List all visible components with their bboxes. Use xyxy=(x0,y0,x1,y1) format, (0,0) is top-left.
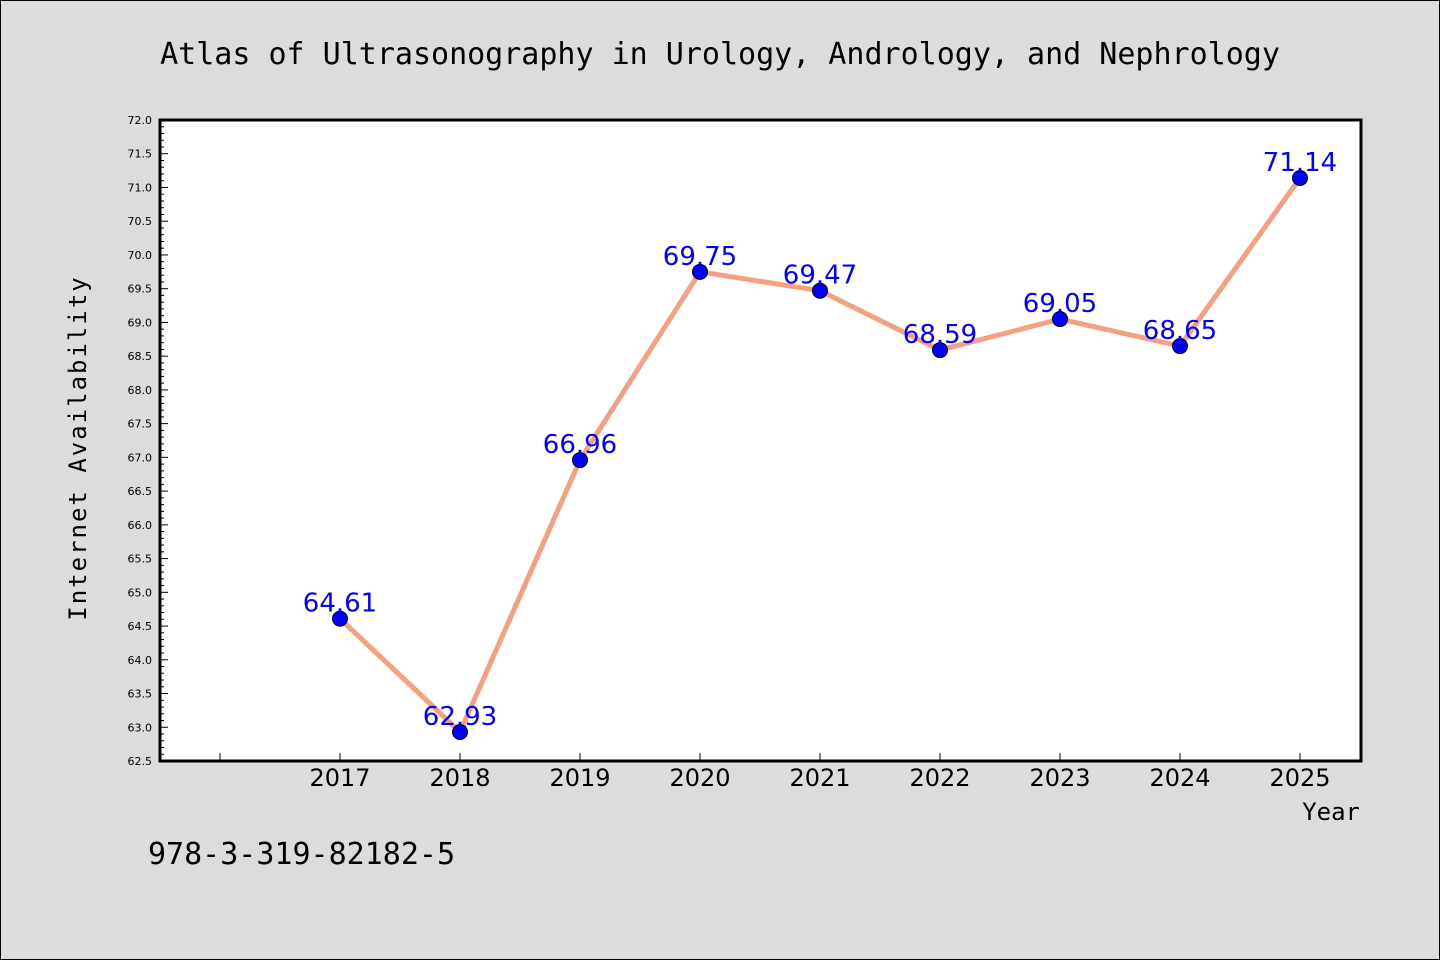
data-point xyxy=(572,452,588,469)
data-label: 68.65 xyxy=(1143,316,1217,346)
y-tick-label: 69.0 xyxy=(128,316,153,329)
y-tick-label: 63.5 xyxy=(128,688,153,701)
data-label: 62.93 xyxy=(423,702,497,732)
data-label: 71.14 xyxy=(1263,148,1337,178)
data-label: 69.05 xyxy=(1023,289,1097,319)
y-tick-label: 67.0 xyxy=(128,451,153,464)
y-tick-label: 71.0 xyxy=(128,181,153,194)
data-label: 69.47 xyxy=(783,261,857,291)
data-labels: 64.61 62.93 66.96 69.75 69.47 68.59 69.05 68.65… xyxy=(303,148,1337,732)
data-point xyxy=(332,610,348,627)
x-tick-label: 2018 xyxy=(429,764,490,792)
data-point xyxy=(1292,170,1308,187)
y-tick-label: 68.0 xyxy=(128,384,153,397)
plot-area xyxy=(158,118,1363,763)
y-tick-label: 71.5 xyxy=(128,148,153,161)
x-tick-label: 2023 xyxy=(1029,764,1090,792)
x-tick-label: 2025 xyxy=(1269,764,1330,792)
chart-title: Atlas of Ultrasonography in Urology, And… xyxy=(160,37,1280,72)
data-label: 69.75 xyxy=(663,242,737,272)
x-axis: 2017 2018 2019 2020 2021 2022 2023 2024 2025 xyxy=(219,753,1331,792)
data-point xyxy=(1172,338,1188,355)
data-point xyxy=(692,263,708,280)
data-point xyxy=(932,342,948,359)
data-label: 64.61 xyxy=(303,589,377,619)
data-label: 66.96 xyxy=(543,430,617,460)
y-tick-label: 65.5 xyxy=(128,553,153,566)
y-tick-label: 62.5 xyxy=(128,755,153,768)
y-tick-label: 69.5 xyxy=(128,283,153,296)
data-point xyxy=(1052,311,1068,328)
y-axis: 62.5 63.0 63.5 64.0 64.5 65.0 65.5 66.0 66.5 67.0… xyxy=(128,114,168,768)
x-tick-label: 2021 xyxy=(789,764,850,792)
isbn-text: 978-3-319-82182-5 xyxy=(148,837,455,872)
data-label: 68.59 xyxy=(903,320,977,350)
y-tick-label: 66.5 xyxy=(128,485,153,498)
x-tick-label: 2017 xyxy=(309,764,370,792)
y-tick-label: 70.5 xyxy=(128,215,153,228)
y-tick-label: 63.0 xyxy=(128,721,153,734)
y-tick-label: 70.0 xyxy=(128,249,153,262)
y-tick-label: 64.0 xyxy=(128,654,153,667)
y-tick-label: 67.5 xyxy=(128,418,153,431)
y-tick-label: 66.0 xyxy=(128,519,153,532)
y-tick-label: 64.5 xyxy=(128,620,153,633)
y-tick-label: 68.5 xyxy=(128,350,153,363)
series-layer xyxy=(332,170,1308,740)
y-tick-label: 65.0 xyxy=(128,586,153,599)
data-point xyxy=(812,282,828,299)
x-tick-label: 2022 xyxy=(909,764,970,792)
y-tick-label: 72.0 xyxy=(128,114,153,127)
x-tick-label: 2019 xyxy=(549,764,610,792)
x-axis-label: Year xyxy=(1302,798,1360,826)
x-tick-label: 2024 xyxy=(1149,764,1210,792)
data-point xyxy=(452,723,468,740)
y-axis-label: Internet Availability xyxy=(64,275,92,620)
x-tick-label: 2020 xyxy=(669,764,730,792)
